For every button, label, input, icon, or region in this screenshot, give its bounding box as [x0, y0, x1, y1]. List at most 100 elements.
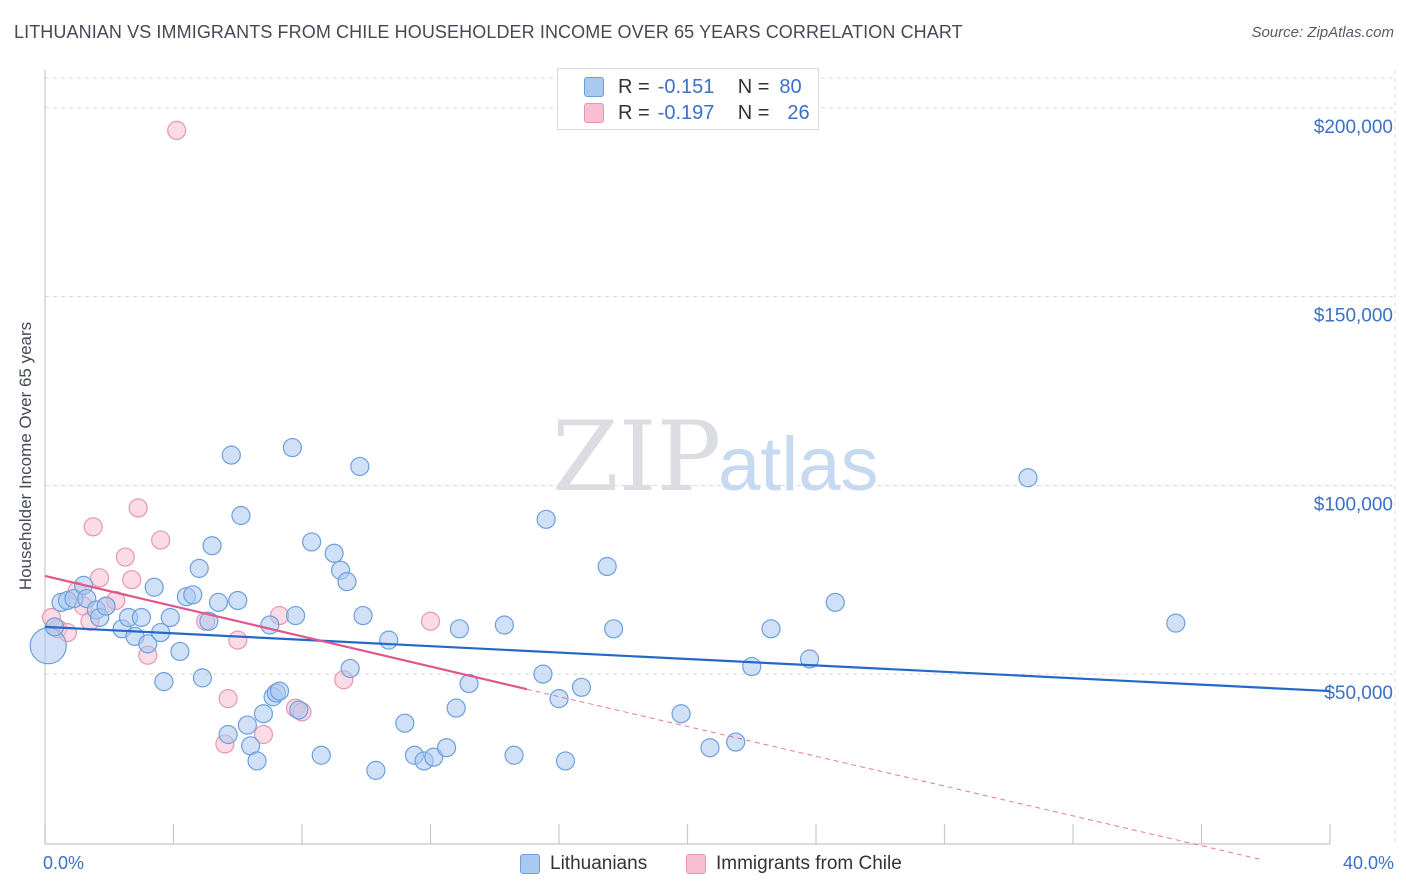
lith-point-48: [350, 456, 370, 477]
lith-point-52: [395, 713, 415, 733]
lith-point-25: [202, 536, 222, 556]
lith-point-40: [285, 605, 306, 626]
lith-point-23: [192, 668, 213, 688]
chile-point-12: [128, 498, 148, 518]
lith-point-77: [1166, 613, 1186, 633]
watermark: ZIP atlas: [552, 401, 879, 513]
lith-point-13: [131, 607, 151, 628]
lith-point-61: [504, 745, 524, 765]
stats-r-label: R =: [618, 101, 650, 124]
lith-point-51: [379, 630, 399, 650]
lith-point-64: [549, 689, 569, 709]
lith-point-43: [311, 745, 331, 765]
lith-point-72: [742, 656, 762, 677]
stats-swatch-blue: [584, 77, 604, 97]
lith-point-38: [269, 681, 290, 701]
axes: [44, 70, 1331, 845]
stats-n-value: 80: [779, 75, 802, 98]
lith-point-44: [324, 543, 344, 563]
lith-point-30: [231, 505, 251, 526]
chile-point-6: [83, 517, 103, 537]
lith-point-55: [424, 747, 444, 767]
lith-point-62: [533, 664, 553, 684]
lith-point-73: [761, 619, 781, 639]
lith-point-18: [160, 607, 180, 628]
lith-point-14: [138, 634, 158, 654]
chile-point-11: [122, 570, 142, 590]
chile-point-18: [218, 689, 238, 709]
trend-lines: [44, 574, 1331, 860]
lith-point-60: [494, 615, 514, 635]
lith-point-15: [144, 577, 164, 597]
lith-point-31: [237, 715, 257, 735]
trend-line-chile-extension: [526, 688, 1260, 860]
lith-point-41: [289, 700, 309, 720]
lith-point-50: [366, 760, 386, 780]
legend-swatch-pink: [686, 854, 706, 874]
chile-point-14: [151, 530, 171, 550]
stats-n-label: N =: [737, 101, 770, 124]
chile-point-19: [228, 630, 248, 650]
legend-item-chile[interactable]: Immigrants from Chile: [686, 850, 902, 878]
lith-point-70: [700, 738, 720, 758]
lith-point-21: [183, 585, 203, 605]
lith-point-19: [170, 641, 190, 662]
stats-r-value: -0.197: [657, 101, 715, 124]
lith-point-27: [218, 724, 238, 745]
y-tick-label-2: $150,000: [1314, 306, 1393, 327]
series-lithuanians-points: [29, 437, 1186, 780]
lith-point-49: [353, 605, 373, 626]
lith-point-74: [799, 649, 820, 669]
stats-r-label: R =: [618, 75, 650, 98]
series-chile-points: [41, 120, 441, 754]
legend-item-lithuanians[interactable]: Lithuanians: [520, 850, 647, 878]
x-tick-label-end: 40.0%: [1343, 853, 1394, 873]
lith-point-68: [604, 619, 624, 639]
lith-point-9: [96, 596, 116, 616]
lith-point-58: [449, 619, 470, 639]
lith-point-47: [340, 658, 360, 679]
lith-point-69: [671, 704, 691, 724]
lith-point-66: [571, 677, 592, 697]
watermark-zip: ZIP: [552, 401, 721, 513]
lith-point-67: [597, 556, 617, 577]
y-tick-label-1: $100,000: [1314, 494, 1393, 515]
chile-point-7: [90, 568, 110, 588]
lith-point-76: [1018, 468, 1038, 488]
lith-point-17: [154, 672, 174, 692]
lith-point-71: [726, 732, 746, 752]
lith-point-75: [825, 592, 845, 612]
x-tick-labels: 0.0% 40.0%: [43, 853, 1394, 873]
trend-line-lithuanians: [44, 625, 1331, 693]
lith-point-24: [199, 611, 219, 631]
y-tick-label-3: $200,000: [1314, 117, 1393, 138]
chart-title: LITHUANIAN VS IMMIGRANTS FROM CHILE HOUS…: [14, 22, 963, 42]
x-tick-label-start: 0.0%: [43, 853, 84, 873]
trend-line-chile: [44, 574, 528, 691]
stats-n-label: N =: [737, 75, 770, 98]
legend-label-chile: Immigrants from Chile: [716, 853, 902, 874]
y-tick-label-0: $50,000: [1324, 683, 1393, 704]
chile-point-15: [167, 120, 187, 141]
stats-row-chile: R = -0.197 N = 26: [584, 100, 814, 126]
lith-point-33: [247, 751, 267, 771]
chile-point-25: [420, 611, 441, 631]
stats-r-value: -0.151: [657, 75, 715, 98]
stats-legend-box: R = -0.151 N = 80 R = -0.197 N = 26: [557, 68, 819, 130]
stats-swatch-pink: [584, 103, 604, 123]
legend-swatch-blue: [520, 854, 540, 874]
chart-source: Source: ZipAtlas.com: [1251, 24, 1394, 41]
watermark-atlas: atlas: [718, 422, 879, 507]
lith-point-34: [253, 704, 274, 724]
lith-point-39: [282, 437, 302, 458]
lith-point-46: [337, 571, 357, 592]
chile-point-20: [253, 724, 274, 745]
lith-point-28: [221, 445, 241, 465]
stats-n-value: 26: [787, 101, 810, 124]
lith-point-65: [555, 751, 576, 771]
y-tick-labels: $50,000 $100,000 $150,000 $200,000: [1314, 117, 1393, 704]
stats-row-lithuanians: R = -0.151 N = 80: [584, 74, 814, 100]
lith-point-22: [189, 558, 209, 578]
lith-point-57: [446, 698, 466, 718]
